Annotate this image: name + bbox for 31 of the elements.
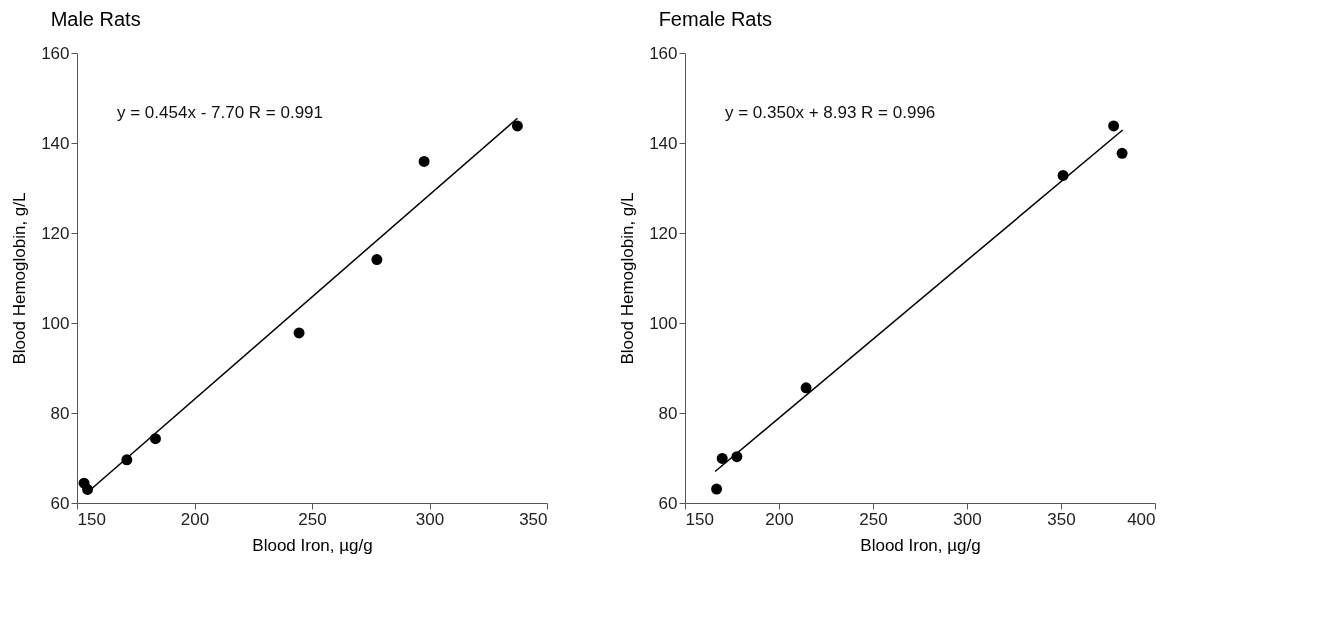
y-tick-label: 140 [41,133,70,153]
y-tick-label: 80 [50,403,70,423]
x-tick-label: 300 [415,509,445,529]
y-tick-label: 100 [41,313,70,333]
x-tick-label: 250 [859,509,888,529]
x-tick-label: 400 [1127,509,1156,529]
x-tick-label: 350 [1047,509,1076,529]
y-tick-label: 100 [649,313,678,333]
y-tick-label: 140 [649,133,678,153]
y-axis-title: Blood Hemoglobin, g/L [10,192,30,365]
y-tick-label: 80 [658,403,678,423]
x-tick-label: 350 [519,509,548,529]
x-tick-label: 200 [765,509,794,529]
x-tick-label: 300 [953,509,982,529]
y-axis-title: Blood Hemoglobin, g/L [618,192,638,365]
x-axis-title: Blood Iron, µg/g [860,535,981,555]
y-tick-label: 160 [41,43,70,63]
x-tick-label: 150 [77,509,106,529]
annotation: y = 0.350x + 8.93 R = 0.996 [725,103,936,122]
x-axis-title: Blood Iron, µg/g [252,535,373,555]
y-tick-label: 120 [649,223,678,243]
x-tick-label: 150 [685,509,714,529]
x-tick-label: 250 [298,509,327,529]
chart-title: Male Rats [50,8,141,30]
y-tick-label: 160 [649,43,678,63]
x-tick-label: 200 [180,509,210,529]
annotation: y = 0.454x - 7.70 R = 0.991 [117,103,324,122]
chart-title: Female Rats [658,8,773,30]
y-tick-label: 120 [41,223,70,243]
y-tick-label: 60 [50,493,70,513]
y-tick-label: 60 [658,493,678,513]
